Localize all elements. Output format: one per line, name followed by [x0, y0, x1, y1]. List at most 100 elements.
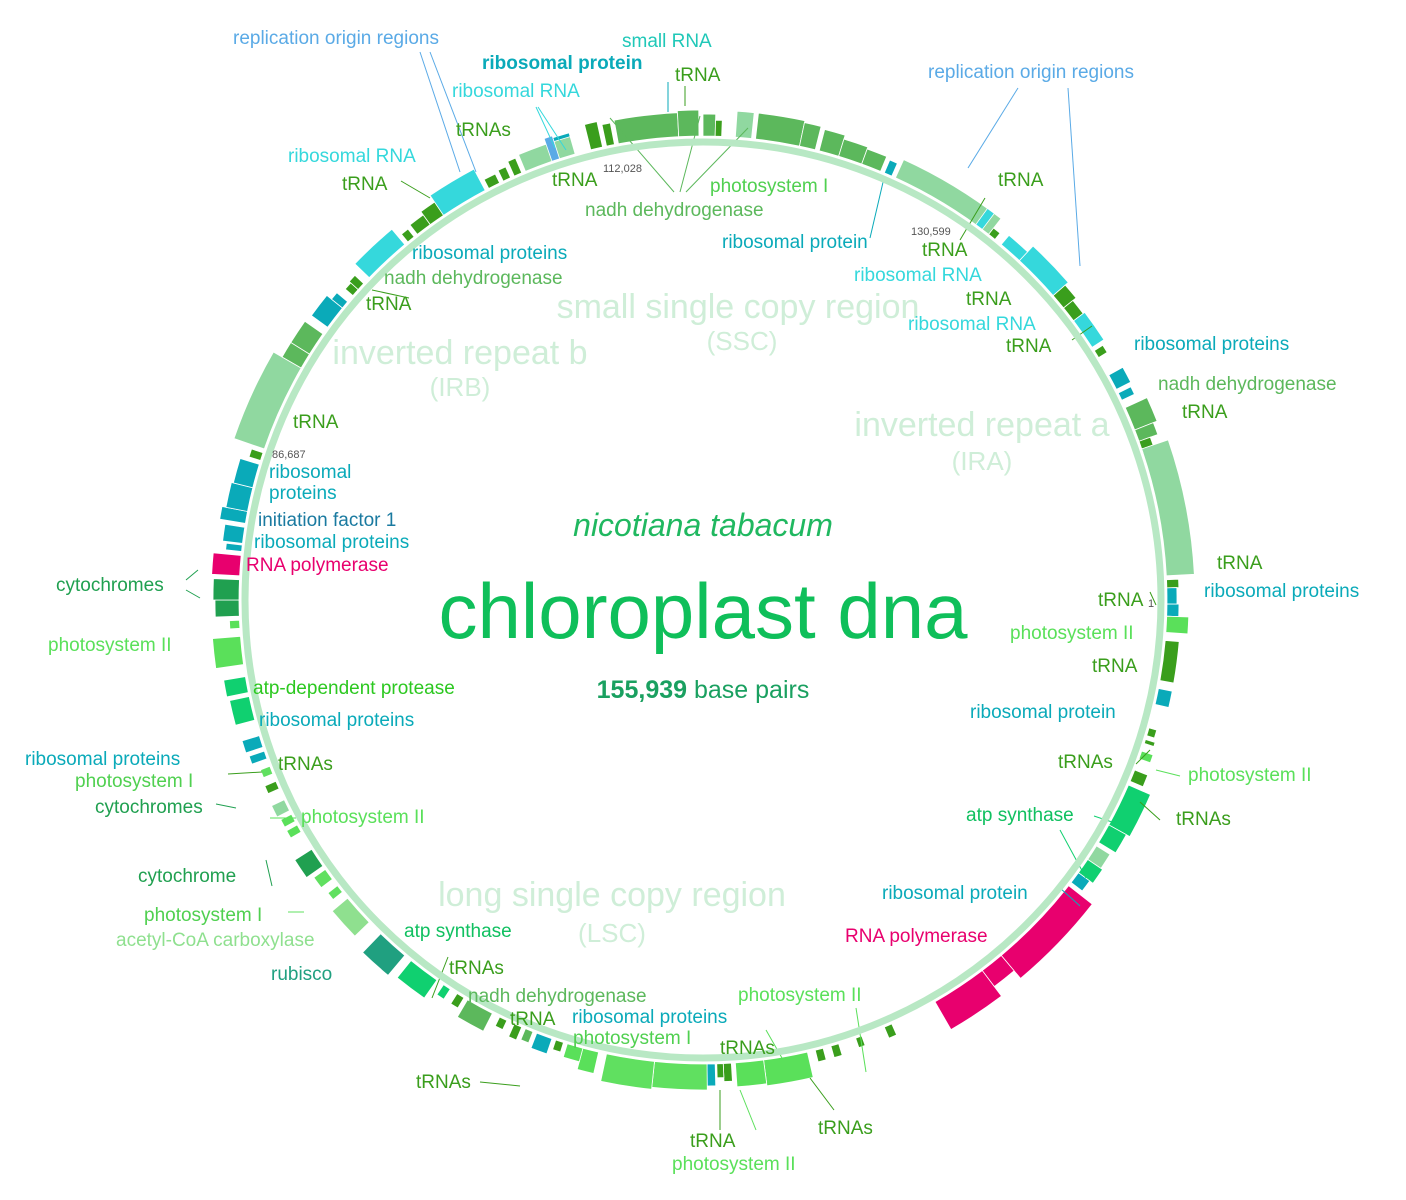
gene-block	[830, 1043, 843, 1059]
gene-block	[755, 112, 806, 147]
gene-block	[1146, 727, 1158, 739]
gene-block	[271, 799, 291, 818]
gene-block	[354, 228, 406, 279]
gene-label: tRNA	[1098, 590, 1144, 611]
gene-block	[530, 1032, 553, 1055]
leader-line	[1059, 829, 1087, 879]
page-title: chloroplast dna	[438, 567, 968, 655]
leader-line	[1149, 591, 1157, 606]
gene-block	[975, 207, 995, 230]
gene-label: acetyl-CoA carboxylase	[116, 930, 315, 951]
gene-label: proteins	[269, 483, 337, 504]
gene-block	[706, 1063, 717, 1087]
gene-label: tRNA	[1092, 656, 1138, 677]
gene-label: photosystem II	[738, 985, 862, 1006]
gene-block	[855, 1035, 866, 1049]
gene-block	[429, 168, 486, 216]
gene-label: ribosomal proteins	[1134, 334, 1289, 355]
gene-label: cytochromes	[95, 797, 203, 818]
gene-block	[734, 110, 755, 139]
gene-label: tRNA	[552, 170, 598, 191]
gene-label: ribosomal proteins	[259, 710, 414, 731]
gene-block	[1141, 439, 1195, 577]
gene-label: photosystem I	[710, 176, 828, 197]
gene-block	[934, 970, 1003, 1031]
gene-label: ribosomal RNA	[908, 314, 1036, 335]
gene-block	[1166, 587, 1178, 605]
gene-block	[211, 552, 242, 577]
gene-block	[483, 173, 501, 189]
leader-line	[739, 1089, 757, 1131]
gene-block	[400, 228, 415, 243]
gene-label: replication origin regions	[928, 62, 1134, 83]
region-ssc-name: small single copy region	[557, 288, 920, 326]
leader-line	[227, 771, 263, 775]
gene-label: tRNAs	[818, 1118, 873, 1139]
gene-label: rubisco	[271, 964, 332, 985]
species-name: nicotiana tabacum	[573, 507, 833, 543]
gene-block	[396, 960, 438, 999]
gene-label: photosystem II	[672, 1154, 796, 1175]
gene-block	[716, 1063, 725, 1079]
gene-block	[722, 1062, 733, 1082]
gene-label: ribosomal RNA	[288, 146, 416, 167]
gene-label: cytochrome	[138, 866, 236, 887]
gene-block	[1117, 386, 1135, 401]
leader-line	[479, 1081, 521, 1087]
gene-block	[330, 292, 349, 309]
gene-blocks	[211, 109, 1195, 1091]
gene-block	[1165, 615, 1190, 635]
gene-label: photosystem II	[48, 635, 172, 656]
leader-line	[855, 1007, 867, 1073]
gene-block	[232, 457, 260, 489]
leader-line	[371, 289, 410, 299]
gene-label: ribosomal proteins	[412, 243, 567, 264]
gene-label: tRNA	[293, 412, 339, 433]
gene-label: RNA polymerase	[845, 926, 988, 947]
leader-line	[429, 51, 477, 173]
gene-block	[259, 765, 274, 779]
gene-label: tRNA	[510, 1009, 556, 1030]
gene-block	[450, 992, 465, 1009]
gene-block	[212, 578, 240, 601]
leader-line	[185, 569, 199, 581]
leader-line	[535, 106, 556, 149]
position-marker: 86,687	[272, 449, 306, 461]
gene-label: tRNA	[366, 294, 412, 315]
gene-label: ribosomal proteins	[25, 749, 180, 770]
gene-block	[229, 695, 256, 726]
leader-line	[869, 177, 885, 239]
gene-block	[1154, 688, 1173, 709]
gene-block	[562, 1043, 584, 1063]
region-irb-abbr: (IRB)	[430, 372, 491, 402]
gene-block	[290, 320, 324, 355]
gene-label: ribosomal protein	[482, 53, 642, 74]
gene-block	[248, 750, 268, 765]
gene-block	[327, 885, 343, 901]
gene-block	[1018, 245, 1069, 297]
leader-line	[967, 87, 1019, 169]
gene-block	[1143, 739, 1156, 747]
gene-block	[497, 166, 512, 182]
region-ssc-abbr: (SSC)	[707, 326, 778, 356]
gene-block	[651, 1061, 708, 1091]
gene-label: ribosomal RNA	[452, 81, 580, 102]
region-ira-name: inverted repeat a	[854, 406, 1109, 444]
gene-block	[601, 122, 615, 147]
gene-label: nadh dehydrogenase	[384, 268, 563, 289]
gene-label: tRNA	[1182, 402, 1228, 423]
gene-label: ribosomal proteins	[1204, 581, 1359, 602]
gene-block	[456, 999, 493, 1032]
gene-block	[1073, 311, 1105, 348]
gene-block	[494, 1016, 508, 1031]
gene-label: ribosomal protein	[970, 702, 1116, 723]
gene-block	[241, 735, 264, 754]
gene-block	[507, 157, 523, 177]
gene-block	[212, 635, 244, 669]
position-marker: 112,028	[603, 163, 642, 175]
gene-block	[223, 676, 249, 698]
gene-label: tRNAs	[1176, 809, 1231, 830]
label-leader-lines	[185, 51, 1181, 1131]
gene-label: photosystem II	[1010, 623, 1134, 644]
gene-block	[1159, 640, 1180, 684]
